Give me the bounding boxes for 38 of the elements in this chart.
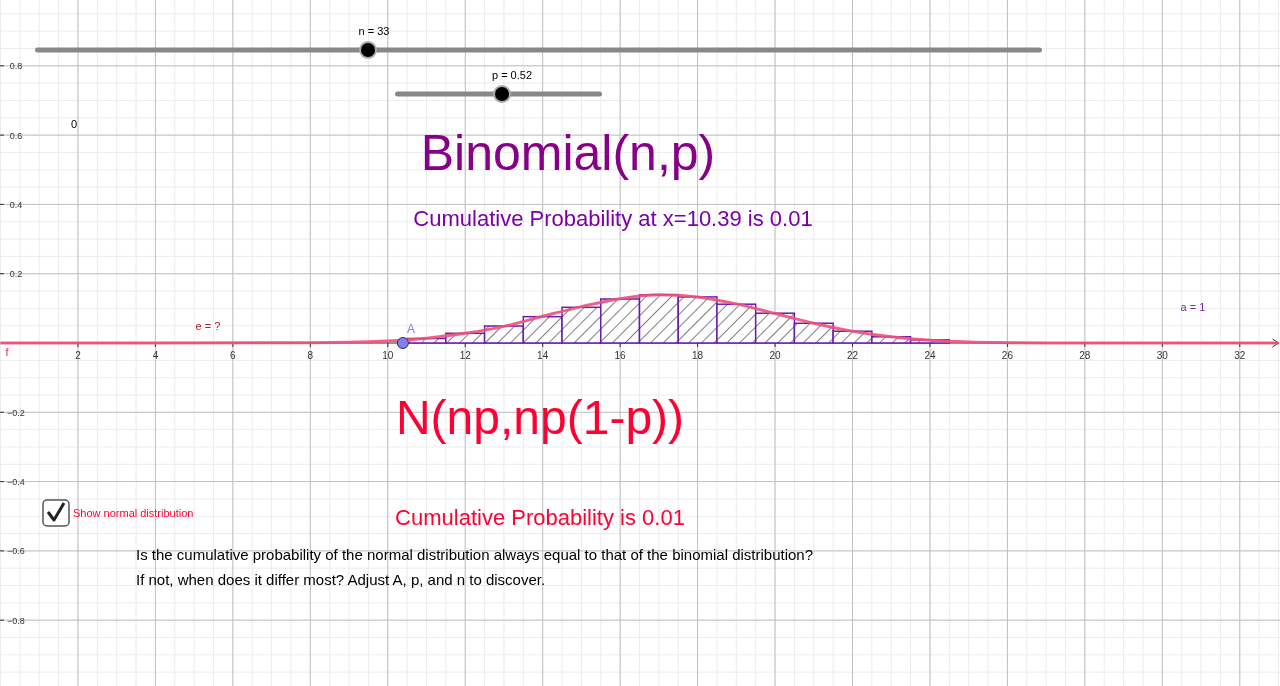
x-tick-label: 14: [537, 350, 549, 361]
y-tick-label: 0.4: [9, 199, 23, 210]
x-tick-label: 2: [75, 350, 82, 361]
text: Binomial(n,p): [420, 125, 716, 181]
y-tick-label: 0.6: [9, 130, 23, 141]
x-tick-label: 32: [1234, 350, 1246, 361]
annotation: Cumulative Probability is 0.01: [395, 505, 685, 530]
x-tick-label: 20: [769, 350, 782, 361]
x-tick-label: 10: [382, 350, 394, 361]
series-label: A: [406, 322, 415, 336]
x-tick-label: 28: [1079, 350, 1091, 361]
x-tick-label: 12: [459, 350, 472, 361]
y-tick-label: −0.2: [7, 407, 25, 418]
annotation: Is the cumulative probability of the normal distribution always equal to that of the binomial distribution?: [136, 546, 814, 563]
x-tick-label: 4: [152, 350, 159, 361]
x-tick-label: 8: [307, 350, 314, 361]
x-tick-label: 24: [924, 350, 936, 361]
annotation: Cumulative Probability at x=10.39 is 0.01: [413, 206, 813, 231]
x-tick-label: 26: [1001, 350, 1014, 361]
annotation: N(np,np(1-p)): [395, 391, 685, 444]
annotation: 0: [70, 118, 78, 130]
annotation: p = 0.52: [491, 69, 533, 81]
y-tick-label: −0.8: [7, 615, 25, 626]
annotation: Show normal distribution: [73, 507, 194, 519]
x-tick-label: 16: [614, 350, 627, 361]
y-tick-label: −0.6: [7, 546, 25, 557]
x-tick-label: 30: [1156, 350, 1169, 361]
x-tick-label: 18: [692, 350, 704, 361]
annotation: n = 33: [358, 25, 390, 37]
annotation: a = 1: [1180, 301, 1206, 313]
annotation: If not, when does it differ most? Adjust A, p, and n to discover.: [136, 571, 546, 588]
x-tick-label: 22: [846, 350, 859, 361]
annotation: e = ?: [195, 320, 221, 332]
y-tick-label: 0.2: [9, 269, 23, 280]
x-tick-label: 6: [230, 350, 237, 361]
annotation: f: [5, 346, 10, 358]
y-tick-label: 0.8: [9, 61, 23, 72]
y-tick-label: −0.4: [7, 477, 25, 488]
